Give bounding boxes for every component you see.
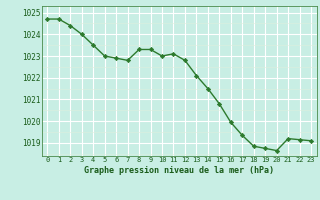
X-axis label: Graphe pression niveau de la mer (hPa): Graphe pression niveau de la mer (hPa) [84, 166, 274, 175]
